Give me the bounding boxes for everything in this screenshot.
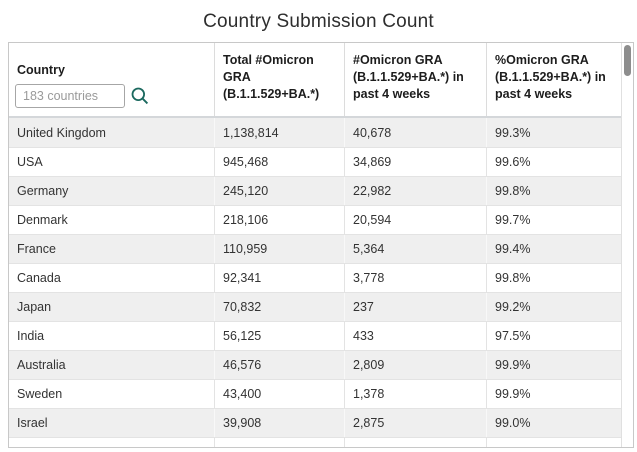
cell-recent: 40,678 <box>344 118 486 147</box>
table-row: India 56,125 433 97.5% <box>9 321 621 350</box>
table-row: Australia 46,576 2,809 99.9% <box>9 350 621 379</box>
cell-recent: 2,809 <box>344 351 486 379</box>
cell-percent <box>486 438 621 447</box>
cell-recent: 3,778 <box>344 264 486 292</box>
cell-recent <box>344 438 486 447</box>
cell-country: Canada <box>17 271 61 285</box>
table-row: Canada 92,341 3,778 99.8% <box>9 263 621 292</box>
page-title: Country Submission Count <box>203 11 434 32</box>
cell-percent: 99.9% <box>486 380 621 408</box>
table-body: United Kingdom 1,138,814 40,678 99.3% US… <box>9 118 621 447</box>
cell-recent: 5,364 <box>344 235 486 263</box>
cell-total <box>214 438 344 447</box>
cell-country: France <box>17 242 56 256</box>
country-search-input[interactable] <box>15 84 125 108</box>
cell-percent: 97.5% <box>486 322 621 350</box>
cell-percent: 99.8% <box>486 177 621 205</box>
country-search <box>15 84 208 108</box>
table-grid: Country Total #Omicron GRA (B.1.1.529+BA… <box>9 43 621 447</box>
country-column-label: Country <box>17 63 65 77</box>
search-icon[interactable] <box>130 86 150 106</box>
cell-country: Israel <box>17 416 48 430</box>
column-header-total: Total #Omicron GRA (B.1.1.529+BA.*) <box>214 43 344 116</box>
cell-total: 70,832 <box>214 293 344 321</box>
table-row: France 110,959 5,364 99.4% <box>9 234 621 263</box>
cell-country: India <box>17 329 45 343</box>
table-row: Sweden 43,400 1,378 99.9% <box>9 379 621 408</box>
table-row: Denmark 218,106 20,594 99.7% <box>9 205 621 234</box>
cell-total: 1,138,814 <box>214 118 344 147</box>
column-header-country: Country <box>9 43 214 116</box>
table-header-row: Country Total #Omicron GRA (B.1.1.529+BA… <box>9 43 621 118</box>
column-header-percent: %Omicron GRA (B.1.1.529+BA.*) in past 4 … <box>486 43 621 116</box>
table-row: Germany 245,120 22,982 99.8% <box>9 176 621 205</box>
cell-recent: 2,875 <box>344 409 486 437</box>
table-row-partial <box>9 437 621 447</box>
table-row: Israel 39,908 2,875 99.0% <box>9 408 621 437</box>
cell-country <box>9 438 214 447</box>
cell-percent: 99.7% <box>486 206 621 234</box>
cell-total: 92,341 <box>214 264 344 292</box>
table-row: United Kingdom 1,138,814 40,678 99.3% <box>9 118 621 147</box>
cell-percent: 99.8% <box>486 264 621 292</box>
cell-country: Japan <box>17 300 52 314</box>
cell-total: 43,400 <box>214 380 344 408</box>
cell-total: 46,576 <box>214 351 344 379</box>
table-row: Japan 70,832 237 99.2% <box>9 292 621 321</box>
cell-recent: 237 <box>344 293 486 321</box>
cell-percent: 99.2% <box>486 293 621 321</box>
cell-percent: 99.3% <box>486 118 621 147</box>
cell-total: 110,959 <box>214 235 344 263</box>
cell-total: 945,468 <box>214 148 344 176</box>
cell-country: United Kingdom <box>17 125 106 140</box>
cell-country: Germany <box>17 184 69 198</box>
cell-country: USA <box>17 155 43 169</box>
cell-recent: 22,982 <box>344 177 486 205</box>
cell-country: Denmark <box>17 213 68 227</box>
cell-recent: 1,378 <box>344 380 486 408</box>
cell-total: 218,106 <box>214 206 344 234</box>
cell-percent: 99.9% <box>486 351 621 379</box>
column-header-recent: #Omicron GRA (B.1.1.529+BA.*) in past 4 … <box>344 43 486 116</box>
vertical-scrollbar[interactable] <box>621 43 633 447</box>
table-row: USA 945,468 34,869 99.6% <box>9 147 621 176</box>
cell-recent: 433 <box>344 322 486 350</box>
cell-percent: 99.6% <box>486 148 621 176</box>
country-submission-table: Country Total #Omicron GRA (B.1.1.529+BA… <box>8 42 634 448</box>
cell-total: 39,908 <box>214 409 344 437</box>
cell-total: 56,125 <box>214 322 344 350</box>
scrollbar-thumb[interactable] <box>624 45 631 76</box>
cell-recent: 20,594 <box>344 206 486 234</box>
cell-recent: 34,869 <box>344 148 486 176</box>
cell-percent: 99.0% <box>486 409 621 437</box>
cell-percent: 99.4% <box>486 235 621 263</box>
cell-country: Australia <box>17 358 66 372</box>
cell-total: 245,120 <box>214 177 344 205</box>
cell-country: Sweden <box>17 387 63 401</box>
